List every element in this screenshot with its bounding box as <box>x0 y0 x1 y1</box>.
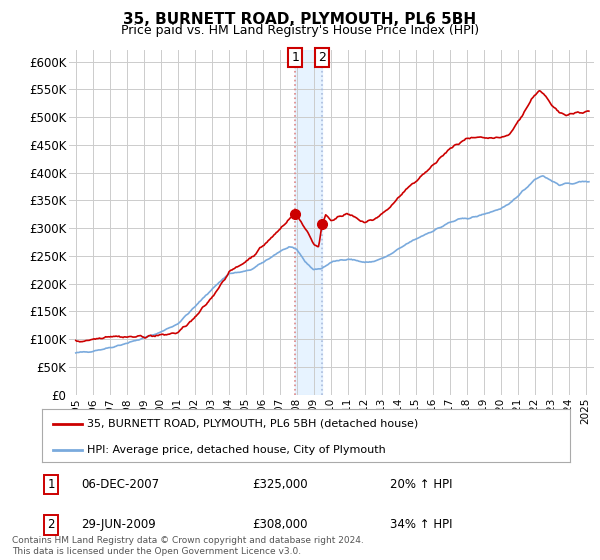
Text: 35, BURNETT ROAD, PLYMOUTH, PL6 5BH (detached house): 35, BURNETT ROAD, PLYMOUTH, PL6 5BH (det… <box>87 419 418 429</box>
Text: Contains HM Land Registry data © Crown copyright and database right 2024.
This d: Contains HM Land Registry data © Crown c… <box>12 536 364 556</box>
Bar <box>295 50 322 395</box>
Text: 2: 2 <box>47 518 55 531</box>
Text: £308,000: £308,000 <box>252 518 308 531</box>
Text: 06-DEC-2007: 06-DEC-2007 <box>81 478 159 491</box>
Text: 1: 1 <box>47 478 55 491</box>
Text: 1: 1 <box>292 51 299 64</box>
Text: Price paid vs. HM Land Registry's House Price Index (HPI): Price paid vs. HM Land Registry's House … <box>121 24 479 36</box>
Text: 34% ↑ HPI: 34% ↑ HPI <box>390 518 452 531</box>
Text: HPI: Average price, detached house, City of Plymouth: HPI: Average price, detached house, City… <box>87 445 386 455</box>
Text: 20% ↑ HPI: 20% ↑ HPI <box>390 478 452 491</box>
Text: £325,000: £325,000 <box>252 478 308 491</box>
Text: 35, BURNETT ROAD, PLYMOUTH, PL6 5BH: 35, BURNETT ROAD, PLYMOUTH, PL6 5BH <box>124 12 476 27</box>
Text: 2: 2 <box>318 51 326 64</box>
Text: 29-JUN-2009: 29-JUN-2009 <box>81 518 156 531</box>
